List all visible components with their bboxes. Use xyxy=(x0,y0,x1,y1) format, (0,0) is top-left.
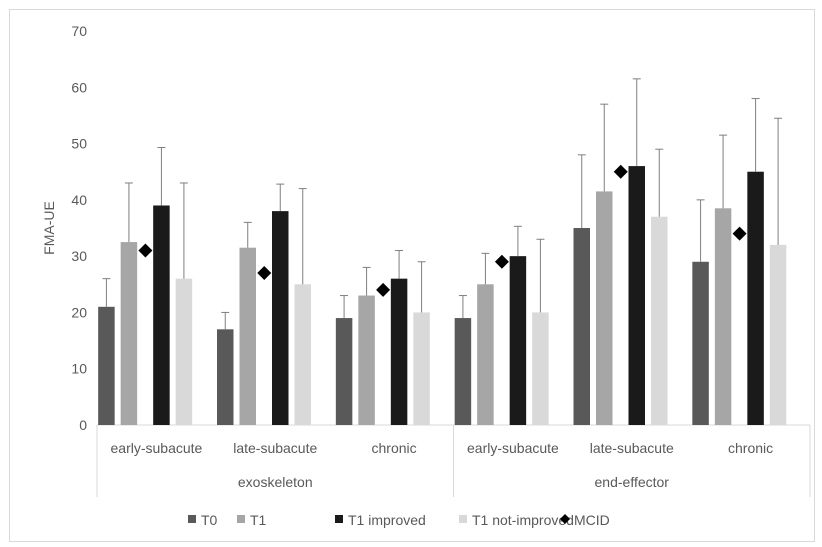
mcid-marker xyxy=(257,266,272,281)
mcid-marker xyxy=(613,164,628,179)
bar xyxy=(335,318,353,425)
bar xyxy=(532,312,549,425)
mcid-marker xyxy=(494,254,509,269)
mcid-marker xyxy=(376,282,391,297)
y-tick-label: 40 xyxy=(71,192,87,208)
bar xyxy=(175,278,193,425)
group-label: end-effector xyxy=(595,474,670,490)
bar xyxy=(596,191,613,425)
legend-marker xyxy=(560,514,570,524)
legend-swatch xyxy=(237,515,245,523)
y-tick-label: 30 xyxy=(71,248,87,264)
bar xyxy=(714,208,732,425)
y-tick-label: 50 xyxy=(71,136,87,152)
bar xyxy=(294,284,311,425)
bar xyxy=(692,261,709,425)
bar xyxy=(217,329,234,425)
legend-label: T1 xyxy=(250,512,267,528)
category-label: late-subacute xyxy=(233,440,317,456)
group-label: exoskeleton xyxy=(238,474,313,490)
y-tick-label: 0 xyxy=(79,417,87,433)
bar xyxy=(98,306,115,425)
legend-label: T1 not-improved xyxy=(472,512,574,528)
bar xyxy=(153,205,170,425)
bar xyxy=(628,166,645,426)
mcid-marker xyxy=(138,243,153,258)
category-label: late-subacute xyxy=(590,440,674,456)
bar xyxy=(413,312,430,425)
y-tick-label: 60 xyxy=(71,79,87,95)
bar xyxy=(477,284,494,425)
bar xyxy=(272,211,289,425)
legend-label: MCID xyxy=(574,512,610,528)
mcid-marker xyxy=(732,226,747,241)
bar xyxy=(358,295,375,425)
y-axis-label: FMA-UE xyxy=(41,201,57,255)
bar xyxy=(573,228,590,425)
y-tick-label: 20 xyxy=(71,304,87,320)
category-label: early-subacute xyxy=(467,440,559,456)
category-label: early-subacute xyxy=(111,440,203,456)
bar xyxy=(120,242,138,425)
bar xyxy=(390,278,408,425)
chart-frame xyxy=(9,9,815,542)
bar xyxy=(509,256,527,425)
y-tick-label: 70 xyxy=(71,23,87,39)
legend-label: T1 improved xyxy=(348,512,426,528)
bar xyxy=(239,247,256,425)
category-label: chronic xyxy=(372,440,417,456)
category-label: chronic xyxy=(728,440,773,456)
y-tick-label: 10 xyxy=(71,361,87,377)
bar xyxy=(454,318,472,425)
bar xyxy=(769,244,787,425)
legend-swatch xyxy=(188,515,196,523)
legend-swatch xyxy=(335,515,343,523)
bar xyxy=(747,171,764,425)
legend-label: T0 xyxy=(201,512,218,528)
bar xyxy=(651,216,668,425)
legend-swatch xyxy=(459,515,467,523)
